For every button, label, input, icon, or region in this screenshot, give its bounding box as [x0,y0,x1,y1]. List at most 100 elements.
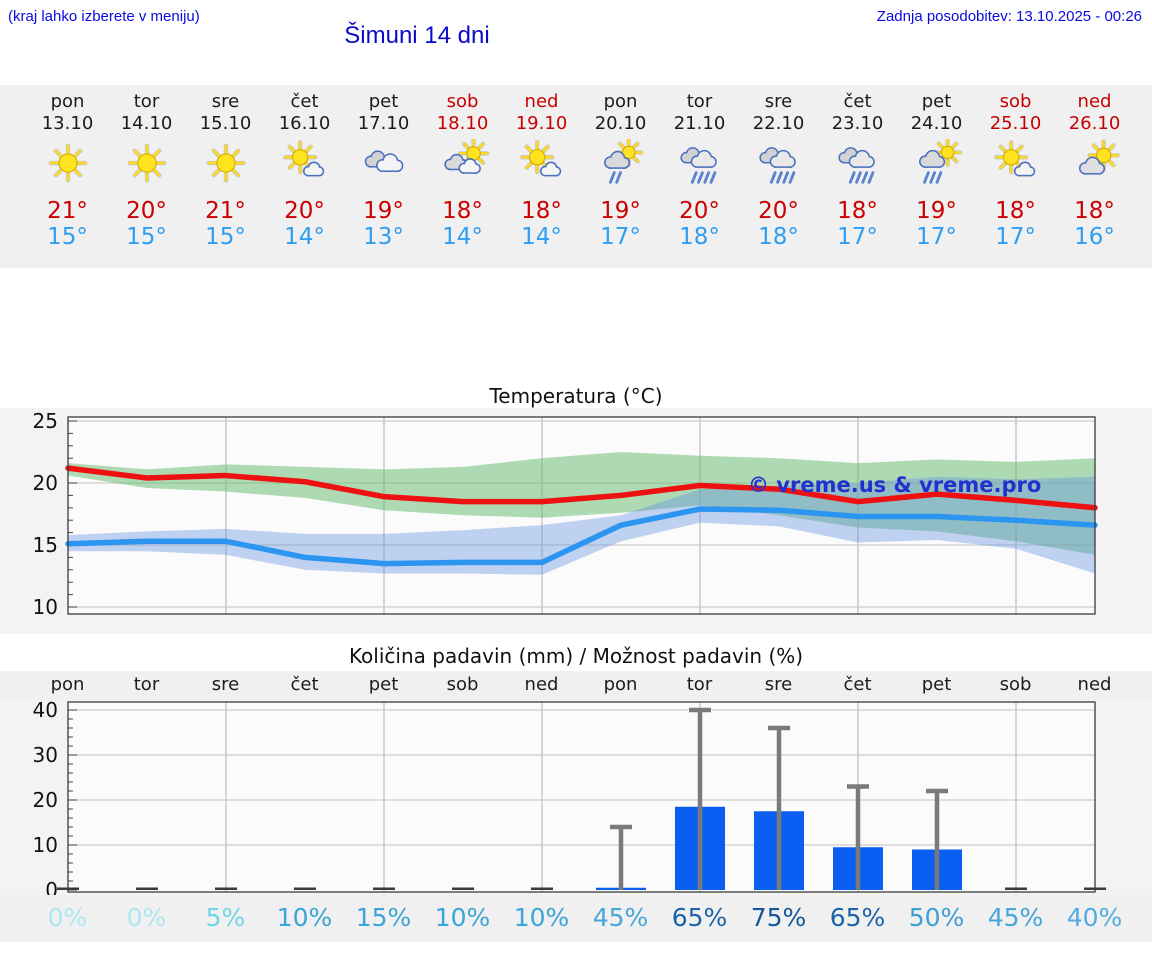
forecast-day-column: ned 26.10 18° 16° [1055,85,1134,268]
precip-day-label: čet [843,674,872,695]
location-hint: (kraj lahko izberete v meniju) [8,8,200,25]
day-name: sob [999,91,1032,112]
day-max-temperature: 20° [758,198,799,224]
day-name: tor [686,91,713,112]
day-name: čet [843,91,872,112]
day-date: 24.10 [910,113,963,134]
day-min-temperature: 14° [521,224,562,250]
sun-cloud-light-rain-icon [603,139,643,184]
day-min-temperature: 14° [284,224,325,250]
day-date: 18.10 [436,113,489,134]
day-min-temperature: 13° [363,224,404,250]
precip-day-label: tor [686,674,713,695]
precip-day-label: pon [603,674,638,695]
precip-probability-label: 5% [205,903,246,932]
precip-probability-label: 0% [47,903,88,932]
precip-probability-label: 50% [908,903,965,932]
precip-day-label: tor [133,674,160,695]
day-name: sre [211,91,240,112]
day-name: tor [133,91,160,112]
forecast-day-column: tor 21.10 20° 18° [660,85,739,268]
sun-cloud-icon [993,140,1035,177]
precip-probability-label: 45% [592,903,649,932]
day-min-temperature: 18° [679,224,720,250]
day-name: pon [603,91,638,112]
precip-day-label: ned [524,674,559,695]
day-max-temperature: 18° [442,198,483,224]
day-max-temperature: 19° [363,198,404,224]
precip-probability-label: 65% [829,903,886,932]
precip-probability-label: 65% [671,903,728,932]
forecast-day-column: sre 15.10 21° 15° [186,85,265,268]
forecast-day-column: pon 20.10 19° 17° [581,85,660,268]
svg-text:© vreme.us & vreme.pro: © vreme.us & vreme.pro [748,473,1041,497]
sun-icon [205,143,246,183]
precip-day-label: ned [1077,674,1112,695]
precip-day-label: sob [446,674,479,695]
precipitation-chart: 0 10 20 30 40 [0,698,1152,902]
day-min-temperature: 17° [916,224,957,250]
day-date: 15.10 [199,113,252,134]
forecast-day-column: pon 13.10 21° 15° [28,85,107,268]
day-max-temperature: 21° [205,198,246,224]
svg-text:30: 30 [33,743,58,767]
svg-text:10: 10 [33,595,58,619]
day-max-temperature: 19° [916,198,957,224]
day-date: 16.10 [278,113,331,134]
day-max-temperature: 20° [126,198,167,224]
sun-cloud-icon [519,140,561,177]
sun-cloud-rain-icon [918,139,962,184]
clouds-rain-icon [758,147,796,184]
day-max-temperature: 20° [284,198,325,224]
forecast-day-strip: pon 13.10 21° 15° tor 14.10 20° 15° sre 15.10 21° 1… [0,85,1152,268]
day-name: pet [921,91,952,112]
day-max-temperature: 18° [521,198,562,224]
sun-cloud2-icon [1078,139,1120,175]
precip-day-label: sre [211,674,240,695]
day-date: 21.10 [673,113,726,134]
precip-day-label: pon [50,674,85,695]
clouds-rain-icon [679,147,717,184]
precip-day-label: čet [290,674,319,695]
precip-day-label: pet [368,674,399,695]
day-min-temperature: 15° [126,224,167,250]
day-date: 26.10 [1068,113,1121,134]
day-name: ned [524,91,559,112]
cloud-sun-icon [443,139,489,174]
precip-day-label: pet [921,674,952,695]
forecast-day-column: tor 14.10 20° 15° [107,85,186,268]
last-update: Zadnja posodobitev: 13.10.2025 - 00:26 [876,8,1142,25]
day-date: 23.10 [831,113,884,134]
sun-icon [126,143,167,183]
precip-probability-label: 75% [750,903,807,932]
day-date: 14.10 [120,113,173,134]
precipitation-day-labels: pon tor sre čet pet sob ned pon tor sre čet pet sob n… [0,671,1152,700]
forecast-day-column: sre 22.10 20° 18° [739,85,818,268]
precip-probability-label: 45% [987,903,1044,932]
svg-text:25: 25 [33,409,58,433]
precip-probability-label: 0% [126,903,167,932]
day-min-temperature: 15° [47,224,88,250]
forecast-day-column: ned 19.10 18° 14° [502,85,581,268]
day-min-temperature: 17° [837,224,878,250]
day-min-temperature: 17° [995,224,1036,250]
precip-day-label: sob [999,674,1032,695]
forecast-day-column: čet 16.10 20° 14° [265,85,344,268]
day-min-temperature: 14° [442,224,483,250]
clouds-rain-icon [837,147,875,184]
day-name: sre [764,91,793,112]
forecast-day-column: sob 25.10 18° 17° [976,85,1055,268]
forecast-day-column: čet 23.10 18° 17° [818,85,897,268]
day-max-temperature: 19° [600,198,641,224]
svg-text:20: 20 [33,471,58,495]
precip-probability-label: 10% [276,903,333,932]
day-max-temperature: 20° [679,198,720,224]
day-date: 20.10 [594,113,647,134]
day-max-temperature: 18° [837,198,878,224]
day-max-temperature: 21° [47,198,88,224]
precip-probability-label: 10% [434,903,491,932]
svg-text:0: 0 [45,878,58,895]
precip-day-label: sre [764,674,793,695]
precip-probability-label: 40% [1066,903,1123,932]
